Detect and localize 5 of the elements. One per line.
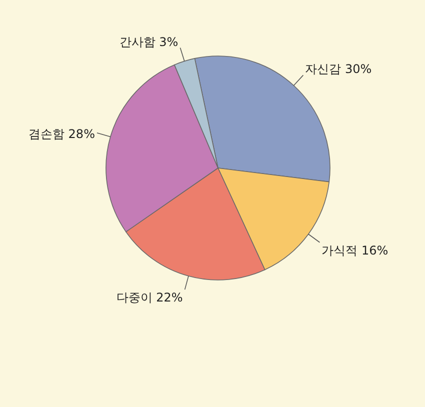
slice-label: 겸손함 28% — [28, 126, 95, 141]
slice-label: 간사함 3% — [119, 34, 178, 49]
slice-label: 자신감 30% — [305, 62, 372, 76]
slice-label: 가식적 16% — [322, 243, 388, 258]
slice-label: 다중이 22% — [116, 290, 183, 305]
